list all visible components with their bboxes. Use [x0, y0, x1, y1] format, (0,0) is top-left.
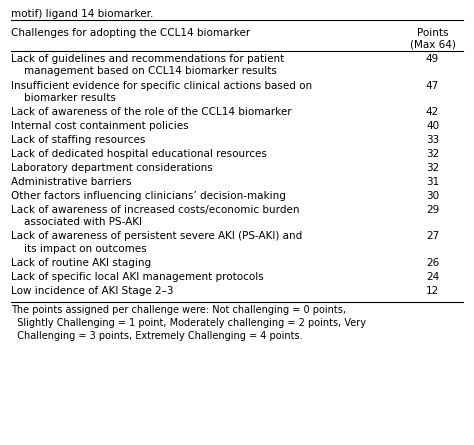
Text: 31: 31	[426, 177, 439, 187]
Text: Internal cost containment policies: Internal cost containment policies	[11, 121, 189, 131]
Text: 29: 29	[426, 205, 439, 214]
Text: 32: 32	[426, 163, 439, 173]
Text: 40: 40	[426, 121, 439, 131]
Text: The points assigned per challenge were: Not challenging = 0 points,
  Slightly C: The points assigned per challenge were: …	[11, 305, 366, 341]
Text: Challenges for adopting the CCL14 biomarker: Challenges for adopting the CCL14 biomar…	[11, 28, 250, 38]
Text: 12: 12	[426, 286, 439, 295]
Text: Other factors influencing clinicians’ decision-making: Other factors influencing clinicians’ de…	[11, 190, 286, 201]
Text: Laboratory department considerations: Laboratory department considerations	[11, 163, 212, 173]
Text: Lack of awareness of increased costs/economic burden
    associated with PS-AKI: Lack of awareness of increased costs/eco…	[11, 205, 299, 227]
Text: Lack of awareness of the role of the CCL14 biomarker: Lack of awareness of the role of the CCL…	[11, 107, 292, 117]
Text: 30: 30	[426, 190, 439, 201]
Text: Lack of specific local AKI management protocols: Lack of specific local AKI management pr…	[11, 271, 264, 282]
Text: Insufficient evidence for specific clinical actions based on
    biomarker resul: Insufficient evidence for specific clini…	[11, 81, 312, 103]
Text: 24: 24	[426, 271, 439, 282]
Text: Administrative barriers: Administrative barriers	[11, 177, 131, 187]
Text: Lack of routine AKI staging: Lack of routine AKI staging	[11, 258, 151, 267]
Text: Lack of staffing resources: Lack of staffing resources	[11, 135, 145, 145]
Text: 47: 47	[426, 81, 439, 90]
Text: 49: 49	[426, 54, 439, 64]
Text: 42: 42	[426, 107, 439, 117]
Text: 26: 26	[426, 258, 439, 267]
Text: Lack of dedicated hospital educational resources: Lack of dedicated hospital educational r…	[11, 149, 267, 159]
Text: Low incidence of AKI Stage 2–3: Low incidence of AKI Stage 2–3	[11, 286, 173, 295]
Text: Points
(Max 64): Points (Max 64)	[410, 28, 456, 49]
Text: Lack of guidelines and recommendations for patient
    management based on CCL14: Lack of guidelines and recommendations f…	[11, 54, 284, 77]
Text: 27: 27	[426, 231, 439, 241]
Text: Lack of awareness of persistent severe AKI (PS-AKI) and
    its impact on outcom: Lack of awareness of persistent severe A…	[11, 231, 302, 254]
Text: 32: 32	[426, 149, 439, 159]
Text: 33: 33	[426, 135, 439, 145]
Text: motif) ligand 14 biomarker.: motif) ligand 14 biomarker.	[11, 9, 153, 19]
